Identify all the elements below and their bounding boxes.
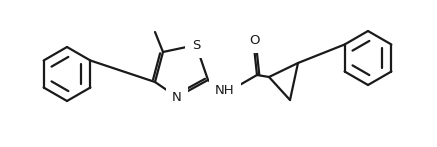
Text: S: S — [192, 39, 200, 51]
Text: NH: NH — [215, 83, 235, 96]
Text: N: N — [172, 91, 182, 103]
Text: O: O — [249, 34, 259, 46]
